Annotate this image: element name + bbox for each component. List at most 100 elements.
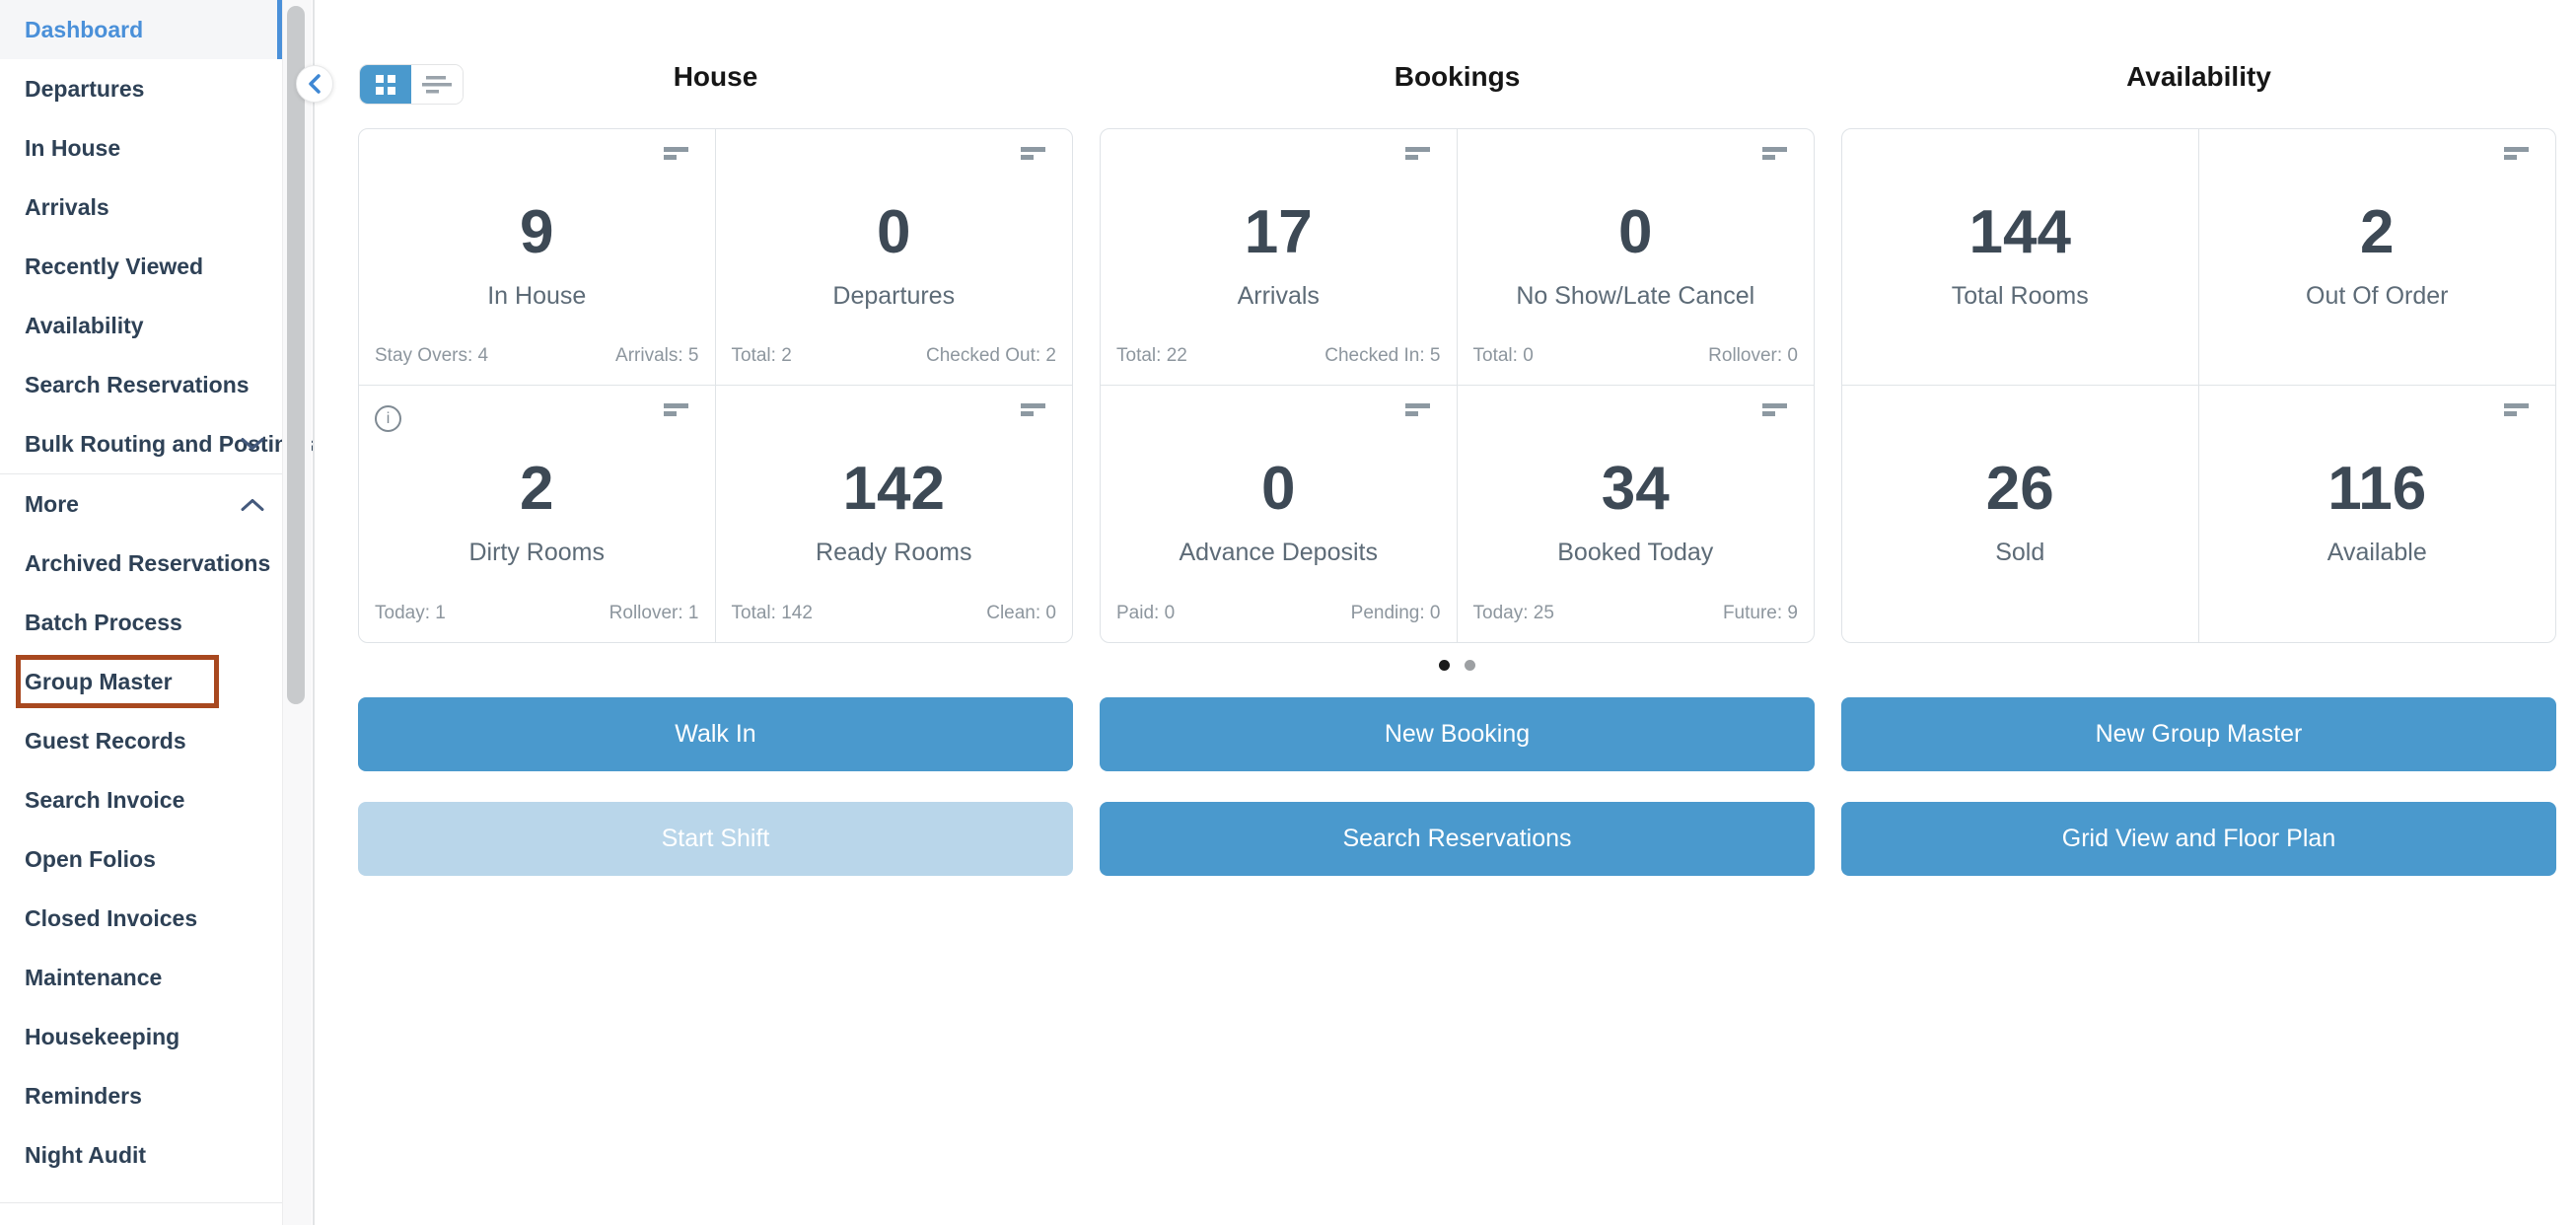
- walk-in-button[interactable]: Walk In: [358, 697, 1073, 771]
- stat-content: 0 Departures: [716, 198, 1073, 311]
- stat-card-dirty-rooms[interactable]: i 2 Dirty Rooms Today: 1 Rollover: 1: [359, 386, 716, 642]
- sidebar-item-guest-records[interactable]: Guest Records: [0, 711, 282, 770]
- sidebar-item-closed-invoices[interactable]: Closed Invoices: [0, 889, 282, 948]
- sidebar-item-label: Open Folios: [25, 845, 156, 872]
- stat-label: Arrivals: [1237, 282, 1320, 310]
- stat-content: 2 Out Of Order: [2199, 198, 2556, 311]
- sidebar-item-label: Reminders: [25, 1082, 142, 1109]
- stat-value: 142: [842, 455, 945, 523]
- sidebar-item-batch-process[interactable]: Batch Process: [0, 593, 282, 652]
- search-reservations-button[interactable]: Search Reservations: [1100, 802, 1815, 876]
- sidebar-item-maintenance[interactable]: Maintenance: [0, 948, 282, 1007]
- stat-label: In House: [487, 282, 587, 310]
- card-menu-icon[interactable]: [2504, 147, 2530, 161]
- stat-card-out-of-order[interactable]: 2 Out Of Order: [2198, 129, 2556, 386]
- stat-value: 26: [1985, 455, 2054, 523]
- sidebar-item-label: In House: [25, 134, 121, 161]
- grid-view-button[interactable]: [360, 65, 411, 104]
- stat-footer-right: Pending: 0: [1350, 603, 1441, 623]
- sidebar-item-reminders[interactable]: Reminders: [0, 1066, 282, 1125]
- start-shift-button[interactable]: Start Shift: [358, 802, 1073, 876]
- sidebar-item-more[interactable]: More: [0, 474, 282, 534]
- sidebar-item-recently-viewed[interactable]: Recently Viewed: [0, 237, 282, 296]
- card-group-bookings: 17 Arrivals Total: 22 Checked In: 5 0 No…: [1100, 128, 1815, 643]
- sidebar-item-label: Bulk Routing and Postings: [25, 430, 315, 457]
- view-toggle: [359, 64, 464, 105]
- stat-content: 142 Ready Rooms: [716, 455, 1073, 567]
- stat-value: 2: [520, 455, 554, 523]
- stat-label: Advance Deposits: [1179, 539, 1378, 566]
- stat-card-booked-today[interactable]: 34 Booked Today Today: 25 Future: 9: [1458, 386, 1815, 642]
- stat-footer-left: Total: 2: [731, 345, 792, 366]
- sidebar-item-label: Batch Process: [25, 609, 182, 635]
- stat-card-sold[interactable]: 26 Sold: [1842, 386, 2199, 642]
- stat-label: Available: [2326, 539, 2427, 566]
- card-menu-icon[interactable]: [1762, 403, 1788, 417]
- grid-view-floor-plan-button[interactable]: Grid View and Floor Plan: [1841, 802, 2556, 876]
- sidebar-item-availability[interactable]: Availability: [0, 296, 282, 355]
- stat-label: Sold: [1995, 539, 2045, 566]
- sidebar-item-label: Guest Records: [25, 727, 186, 754]
- card-menu-icon[interactable]: [663, 403, 689, 417]
- sidebar-item-departures[interactable]: Departures: [0, 59, 282, 118]
- sidebar-item-dashboard[interactable]: Dashboard: [0, 0, 282, 59]
- stat-card-available[interactable]: 116 Available: [2199, 386, 2556, 642]
- stat-footer-left: Paid: 0: [1116, 603, 1176, 623]
- sidebar-item-archived-reservations[interactable]: Archived Reservations: [0, 534, 282, 593]
- info-icon[interactable]: i: [375, 405, 401, 432]
- stat-value: 9: [520, 198, 554, 266]
- stat-card-advance-deposits[interactable]: 0 Advance Deposits Paid: 0 Pending: 0: [1101, 386, 1458, 642]
- sidebar-item-label: Closed Invoices: [25, 904, 198, 931]
- stat-value: 0: [877, 198, 911, 266]
- stat-value: 0: [1261, 455, 1296, 523]
- stat-footer-left: Stay Overs: 4: [375, 345, 489, 366]
- stat-value: 34: [1601, 455, 1670, 523]
- sidebar-item-search-invoice[interactable]: Search Invoice: [0, 770, 282, 829]
- stat-card-no-show-late-cancel[interactable]: 0 No Show/Late Cancel Total: 0 Rollover:…: [1457, 129, 1814, 386]
- sidebar-item-search-reservations[interactable]: Search Reservations: [0, 355, 282, 414]
- stat-card-departures[interactable]: 0 Departures Total: 2 Checked Out: 2: [715, 129, 1073, 386]
- list-view-button[interactable]: [411, 65, 463, 104]
- stat-footer-left: Total: 142: [731, 603, 813, 623]
- card-menu-icon[interactable]: [1021, 147, 1046, 161]
- chevron-down-icon: [241, 431, 264, 458]
- stat-value: 0: [1618, 198, 1653, 266]
- card-menu-icon[interactable]: [1762, 147, 1788, 161]
- section-title-house: House: [673, 61, 758, 92]
- stat-value: 144: [1968, 198, 2071, 266]
- stat-footer-right: Rollover: 0: [1708, 345, 1798, 366]
- card-menu-icon[interactable]: [1404, 147, 1431, 161]
- new-group-master-button[interactable]: New Group Master: [1841, 697, 2556, 771]
- stat-content: 116 Available: [2199, 455, 2556, 567]
- sidebar-item-in-house[interactable]: In House: [0, 118, 282, 178]
- list-view-icon: [421, 73, 453, 97]
- stat-card-groups: 9 In House Stay Overs: 4 Arrivals: 5 0 D…: [358, 128, 2556, 643]
- card-menu-icon[interactable]: [1404, 403, 1431, 417]
- stat-footer-right: Clean: 0: [986, 603, 1056, 623]
- card-menu-icon[interactable]: [2504, 403, 2530, 417]
- stat-card-in-house[interactable]: 9 In House Stay Overs: 4 Arrivals: 5: [359, 129, 716, 386]
- new-booking-button[interactable]: New Booking: [1100, 697, 1815, 771]
- carousel-dot-1[interactable]: [1439, 660, 1451, 671]
- sidebar: Dashboard Departures In House Arrivals R…: [0, 0, 315, 1225]
- card-menu-icon[interactable]: [1021, 403, 1046, 417]
- sidebar-item-bulk-routing-and-postings[interactable]: Bulk Routing and Postings: [0, 414, 315, 473]
- stat-card-arrivals[interactable]: 17 Arrivals Total: 22 Checked In: 5: [1101, 129, 1458, 386]
- sidebar-item-arrivals[interactable]: Arrivals: [0, 178, 282, 237]
- stat-card-total-rooms[interactable]: 144 Total Rooms: [1842, 129, 2199, 386]
- stat-content: 17 Arrivals: [1101, 198, 1457, 311]
- stat-card-ready-rooms[interactable]: 142 Ready Rooms Total: 142 Clean: 0: [716, 386, 1073, 642]
- sidebar-scrollbar-thumb[interactable]: [287, 6, 305, 704]
- carousel-dot-2[interactable]: [1464, 660, 1475, 671]
- grid-view-icon: [373, 72, 398, 98]
- sidebar-item-open-folios[interactable]: Open Folios: [0, 829, 282, 889]
- sidebar-divider: [0, 473, 282, 474]
- sidebar-item-label: Recently Viewed: [25, 252, 204, 279]
- collapse-sidebar-button[interactable]: [296, 65, 333, 103]
- card-menu-icon[interactable]: [663, 147, 689, 161]
- sidebar-item-group-master[interactable]: Group Master: [16, 655, 219, 708]
- sidebar-item-housekeeping[interactable]: Housekeeping: [0, 1007, 282, 1066]
- sidebar-item-night-audit[interactable]: Night Audit: [0, 1125, 282, 1185]
- stat-label: Ready Rooms: [816, 539, 972, 566]
